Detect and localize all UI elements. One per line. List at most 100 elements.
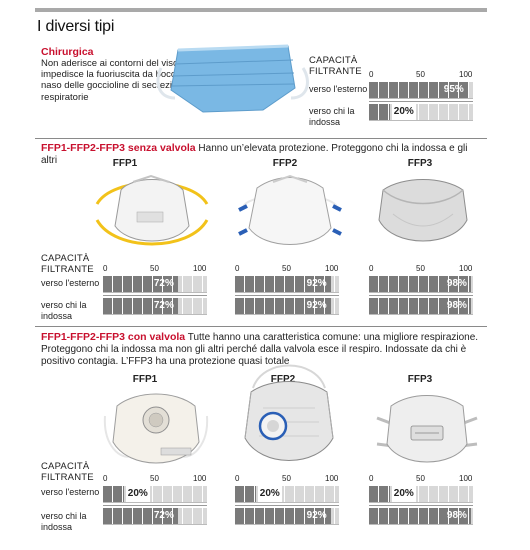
no-valve-ffp2-track-0: 92% xyxy=(235,276,339,293)
no-valve-ffp3-value-0: 98% xyxy=(446,278,467,289)
surgical-capacity-label: CAPACITÀ FILTRANTE xyxy=(309,55,362,77)
ffp2-mask-image xyxy=(238,174,342,245)
no-valve-ffp1-bar-0 xyxy=(103,276,178,292)
no-valve-ffp1-scale-2: 100 xyxy=(193,264,207,273)
no-valve-ffp1-scale-1: 50 xyxy=(150,264,159,273)
ffp2-valve-mask-image xyxy=(244,364,334,461)
valve-ffp1-track-0: 20% xyxy=(103,486,207,503)
valve-row-label-in: verso chi la indossa xyxy=(41,511,87,532)
valve-ffp2-label: FFP2 xyxy=(270,374,296,385)
no-valve-ffp2-bar-1 xyxy=(235,298,331,314)
valve-ffp3-bar-1 xyxy=(369,508,471,524)
valve-ffp1-row-separator xyxy=(103,505,207,506)
surgical-bar-0 xyxy=(369,82,468,98)
valve-ffp3-value-1: 98% xyxy=(446,510,467,521)
valve-ffp1-value-1: 72% xyxy=(153,510,174,521)
no-valve-ffp3-track-0: 98% xyxy=(369,276,473,293)
valve-ffp2-value-1: 92% xyxy=(306,510,327,521)
valve-ffp1-bar-0 xyxy=(103,486,124,502)
no-valve-ffp2-row-separator xyxy=(235,295,339,296)
surgical-mask-title: Chirurgica xyxy=(41,46,94,58)
valve-ffp1-scale-1: 50 xyxy=(150,474,159,483)
valve-ffp3-scale-0: 0 xyxy=(369,474,374,483)
valve-ffp2-scale-1: 50 xyxy=(282,474,291,483)
valve-ffp2-scale-0: 0 xyxy=(235,474,240,483)
valve-ffp3-row-separator xyxy=(369,505,473,506)
page-title: I diversi tipi xyxy=(37,18,115,35)
surgical-value-1: 20% xyxy=(391,104,416,120)
no-valve-ffp3-label: FFP3 xyxy=(407,158,433,169)
valve-ffp3-bar-0 xyxy=(369,486,390,502)
top-rule xyxy=(35,8,487,12)
surgical-value-0: 95% xyxy=(443,84,464,95)
no-valve-ffp1-track-0: 72% xyxy=(103,276,207,293)
surgical-scale-1: 50 xyxy=(416,70,425,79)
valve-heading-title: FFP1-FFP2-FFP3 con valvola xyxy=(41,331,186,343)
surgical-scale-2: 100 xyxy=(459,70,473,79)
no-valve-ffp2-label: FFP2 xyxy=(272,158,298,169)
surgical-track-1: 20% xyxy=(369,104,473,121)
no-valve-ffp2-track-1: 92% xyxy=(235,298,339,315)
valve-ffp1-scale-2: 100 xyxy=(193,474,207,483)
no-valve-ffp1-row-separator xyxy=(103,295,207,296)
valve-ffp3-scale-1: 50 xyxy=(416,474,425,483)
valve-ffp3-track-0: 20% xyxy=(369,486,473,503)
no-valve-ffp3-scale-0: 0 xyxy=(369,264,374,273)
no-valve-ffp2-scale-2: 100 xyxy=(325,264,339,273)
no-valve-heading-text: Hanno un’elevata protezione. Proteggono … xyxy=(41,143,468,166)
no-valve-heading: FFP1-FFP2-FFP3 senza valvola Hanno un’el… xyxy=(41,142,486,167)
no-valve-ffp2-scale-1: 50 xyxy=(282,264,291,273)
valve-ffp3-track-1: 98% xyxy=(369,508,473,525)
no-valve-ffp3-track-1: 98% xyxy=(369,298,473,315)
valve-row-label-out: verso l'esterno xyxy=(41,487,100,497)
no-valve-capacity-label: CAPACITÀ FILTRANTE xyxy=(41,253,94,275)
no-valve-ffp1-bar-1 xyxy=(103,298,178,314)
ffp1-mask-image xyxy=(95,174,209,246)
valve-ffp1-label: FFP1 xyxy=(132,374,158,385)
no-valve-ffp2-bar-0 xyxy=(235,276,331,292)
valve-ffp2-chart: 0 50 100 20% 92% xyxy=(235,474,339,528)
no-valve-ffp3-scale-1: 50 xyxy=(416,264,425,273)
no-valve-ffp1-track-1: 72% xyxy=(103,298,207,315)
section-divider xyxy=(35,138,487,139)
valve-ffp2-track-1: 92% xyxy=(235,508,339,525)
no-valve-ffp2-scale-0: 0 xyxy=(235,264,240,273)
valve-ffp1-value-0: 20% xyxy=(125,486,150,502)
valve-heading-text: Tutte hanno una caratteristica comune: u… xyxy=(41,332,479,367)
infographic: I diversi tipi Chirurgica Non aderisce a… xyxy=(35,8,487,543)
valve-ffp2-bar-0 xyxy=(235,486,256,502)
ffp3-valve-mask-image xyxy=(376,395,478,463)
no-valve-ffp2-chart: 0 50 100 92% 92% xyxy=(235,264,339,318)
no-valve-ffp1-chart: 0 50 100 72% 72% xyxy=(103,264,207,318)
valve-ffp2-value-0: 20% xyxy=(257,486,282,502)
no-valve-ffp2-value-1: 92% xyxy=(306,300,327,311)
no-valve-heading-title: FFP1-FFP2-FFP3 senza valvola xyxy=(41,142,196,154)
valve-ffp3-chart: 0 50 100 20% 98% xyxy=(369,474,473,528)
no-valve-ffp3-bar-1 xyxy=(369,298,471,314)
valve-ffp2-bar-1 xyxy=(235,508,331,524)
surgical-row-label-in: verso chi la indossa xyxy=(309,106,355,127)
valve-capacity-label: CAPACITÀ FILTRANTE xyxy=(41,461,94,483)
ffp1-valve-mask-image xyxy=(103,393,209,464)
surgical-capacity-chart: 0 50 100 95% 20% xyxy=(369,70,473,124)
valve-ffp1-bar-1 xyxy=(103,508,178,524)
no-valve-row-label-out: verso l'esterno xyxy=(41,278,100,288)
surgical-track-0: 95% xyxy=(369,82,473,99)
valve-ffp1-chart: 0 50 100 20% 72% xyxy=(103,474,207,528)
valve-ffp2-row-separator xyxy=(235,505,339,506)
ffp3-mask-image xyxy=(378,179,468,242)
no-valve-ffp3-chart: 0 50 100 98% 98% xyxy=(369,264,473,318)
surgical-row-separator xyxy=(369,101,473,102)
valve-ffp1-scale-0: 0 xyxy=(103,474,108,483)
no-valve-ffp3-scale-2: 100 xyxy=(459,264,473,273)
no-valve-ffp1-value-0: 72% xyxy=(153,278,174,289)
surgical-mask-description: Non aderisce ai contorni del viso e impe… xyxy=(41,58,189,103)
valve-ffp3-label: FFP3 xyxy=(407,374,433,385)
surgical-mask-image xyxy=(156,44,309,113)
surgical-row-label-out: verso l'esterno xyxy=(309,84,368,94)
no-valve-ffp1-value-1: 72% xyxy=(153,300,174,311)
valve-ffp2-scale-2: 100 xyxy=(325,474,339,483)
surgical-scale-0: 0 xyxy=(369,70,374,79)
no-valve-ffp3-bar-0 xyxy=(369,276,471,292)
valve-ffp1-track-1: 72% xyxy=(103,508,207,525)
